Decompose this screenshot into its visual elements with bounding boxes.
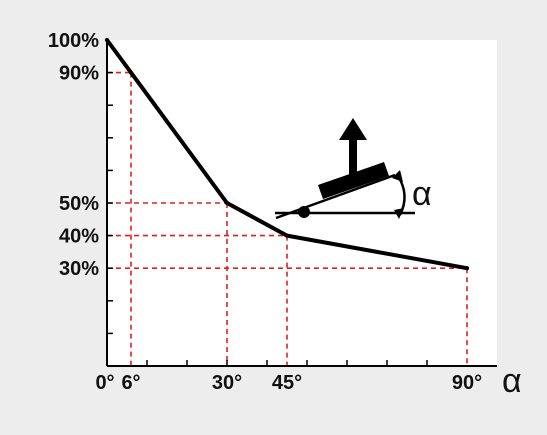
series-layer [105, 38, 469, 271]
y-tick-label: 40% [59, 226, 99, 248]
x-tick-label: 6° [121, 372, 140, 394]
data-point [285, 233, 289, 238]
tilt-angle-label: α [412, 175, 432, 213]
tilt-angle-arrow-bottom-icon [394, 208, 404, 219]
y-tick-label: 50% [59, 193, 99, 215]
x-tick-label: 30° [212, 372, 242, 394]
data-point [129, 70, 133, 75]
x-tick-label: 45° [272, 372, 302, 394]
tilt-angle-arrow-top-icon [392, 170, 403, 182]
y-tick-label: 100% [48, 30, 99, 52]
tick-labels: 100% 90% 50% 40% 30% 0° 6° 30° 45° 90° [48, 30, 482, 394]
data-point [225, 201, 229, 205]
y-tick-label: 90% [59, 63, 99, 85]
tilt-pivot [298, 206, 310, 218]
data-point [465, 266, 469, 271]
reference-lines [107, 71, 468, 366]
data-point [105, 38, 109, 42]
axes [106, 40, 497, 367]
tilt-arrow-head-icon [339, 118, 367, 140]
tilt-incline [275, 173, 396, 220]
tilt-panel [318, 162, 389, 199]
x-axis-label: α [502, 362, 522, 400]
y-tick-label: 30% [59, 258, 99, 280]
x-tick-label: 0° [95, 372, 114, 394]
tilt-diagram: α [275, 118, 432, 220]
x-tick-label: 90° [452, 372, 482, 394]
